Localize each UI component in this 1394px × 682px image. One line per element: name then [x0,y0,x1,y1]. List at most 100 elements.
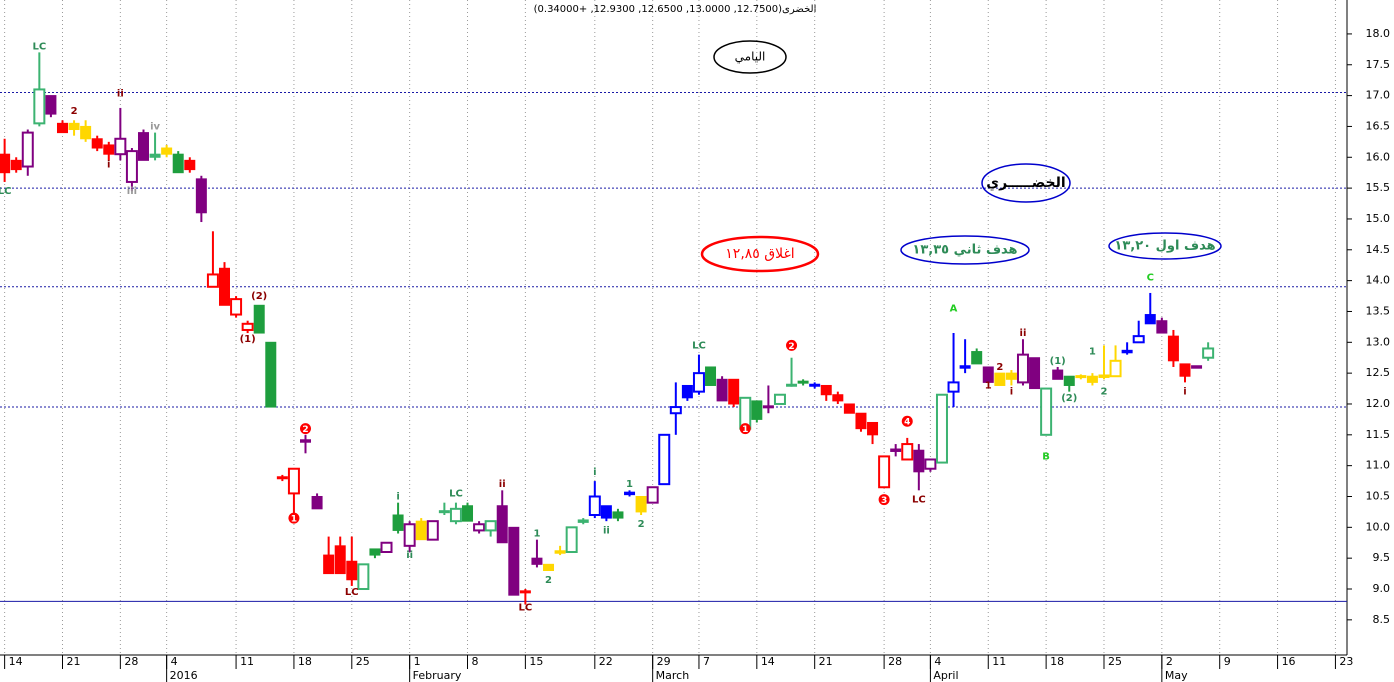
candle-body [669,406,682,415]
wave-label: 4 [904,418,910,428]
x-tick-label: 11 [992,655,1006,668]
note-ellipse [1108,232,1222,260]
candle-body [646,486,659,504]
candle-body [323,554,335,575]
candle-body [1144,314,1156,325]
x-tick-label: 9 [1224,655,1231,668]
x-tick-label: 18 [298,655,312,668]
wave-label: (2) [251,291,267,302]
candle-body [230,298,243,316]
candle-body [624,491,636,496]
candle-body [45,95,57,115]
candle-body [705,366,717,386]
candle-body [172,153,184,174]
candle-body [1016,353,1029,384]
candle-body [1029,357,1041,390]
y-tick-label: 11.0 [1366,459,1391,472]
candle-body [380,541,393,554]
candle-body [484,520,497,532]
y-tick-label: 17.0 [1366,89,1391,102]
y-tick-label: 16.0 [1366,150,1391,163]
wave-label: i [107,160,110,171]
wave-label: iii [127,186,137,197]
wave-label: A [950,303,958,314]
x-tick-label: 21 [819,655,833,668]
candle-body [21,131,34,168]
candle-body [1167,335,1179,362]
candle-body [1075,375,1087,379]
wave-label: 2 [638,519,645,530]
candle-body [901,443,914,461]
x-tick-label: 22 [599,655,613,668]
candle-body [149,153,161,158]
wave-label: 2 [788,342,794,352]
wave-label: i [396,491,399,502]
month-label: May [1165,669,1188,682]
wave-label: 1 [742,425,748,435]
candle-body [1202,347,1215,359]
wave-label: 1 [985,380,992,391]
candle-body [300,439,312,443]
y-tick-label: 11.5 [1366,428,1391,441]
candle-body [56,122,68,134]
candle-body [276,476,288,480]
y-tick-label: 12.0 [1366,397,1391,410]
candle-body [635,495,647,513]
x-tick-label: 4 [934,655,941,668]
wave-label: 2 [996,362,1003,373]
wave-marker [288,512,300,524]
candle-body [762,405,774,409]
candle-body [600,505,612,519]
month-label: 2016 [170,669,198,682]
candle-body [751,400,763,420]
x-tick-label: 4 [171,655,178,668]
x-tick-label: 25 [356,655,370,668]
month-label: February [413,669,462,682]
x-tick-label: 2 [1166,655,1173,668]
wave-marker [300,423,312,435]
candle-body [219,267,230,306]
y-tick-label: 16.5 [1366,119,1391,132]
candle-body [1063,375,1075,386]
wave-label: i [1183,387,1186,398]
candle-body [543,563,555,572]
wave-label: B [1042,451,1050,462]
candle-body [195,178,207,214]
month-label: March [656,669,690,682]
candle-body [913,449,925,473]
wave-label: LC [692,340,706,351]
candle-body [935,393,948,464]
candle-body [68,122,80,131]
note-text: اغلاق ١٢,٨٥ [725,246,794,262]
wave-marker [901,415,913,427]
candle-body [843,403,855,414]
x-tick-label: 21 [66,655,80,668]
y-tick-label: 14.5 [1366,243,1391,256]
candle-body [531,557,543,565]
candle-body [311,495,323,510]
wave-label: ii [117,89,124,100]
candle-body [1040,387,1053,436]
candle-body [658,433,671,486]
wave-label: 2 [71,106,78,117]
candle-body [241,322,254,331]
candle-body [959,365,971,369]
wave-label: 2 [545,575,552,586]
wave-label: i [1010,387,1013,398]
note-text: هدف ثاني ١٣,٣٥ [912,243,1017,258]
candle-body [855,412,867,430]
candle-body [519,590,531,594]
candle-body [403,523,416,547]
y-tick-label: 17.5 [1366,58,1391,71]
candle-body [1121,349,1133,354]
y-tick-label: 15.5 [1366,181,1391,194]
candle-body [114,137,127,156]
candle-body [346,560,358,581]
candle-body [426,520,439,541]
y-tick-label: 13.0 [1366,335,1391,348]
wave-marker [786,339,798,351]
y-tick-label: 10.5 [1366,489,1391,502]
candle-body [577,519,589,523]
note-ellipse [700,235,820,273]
candle-body [10,159,22,171]
